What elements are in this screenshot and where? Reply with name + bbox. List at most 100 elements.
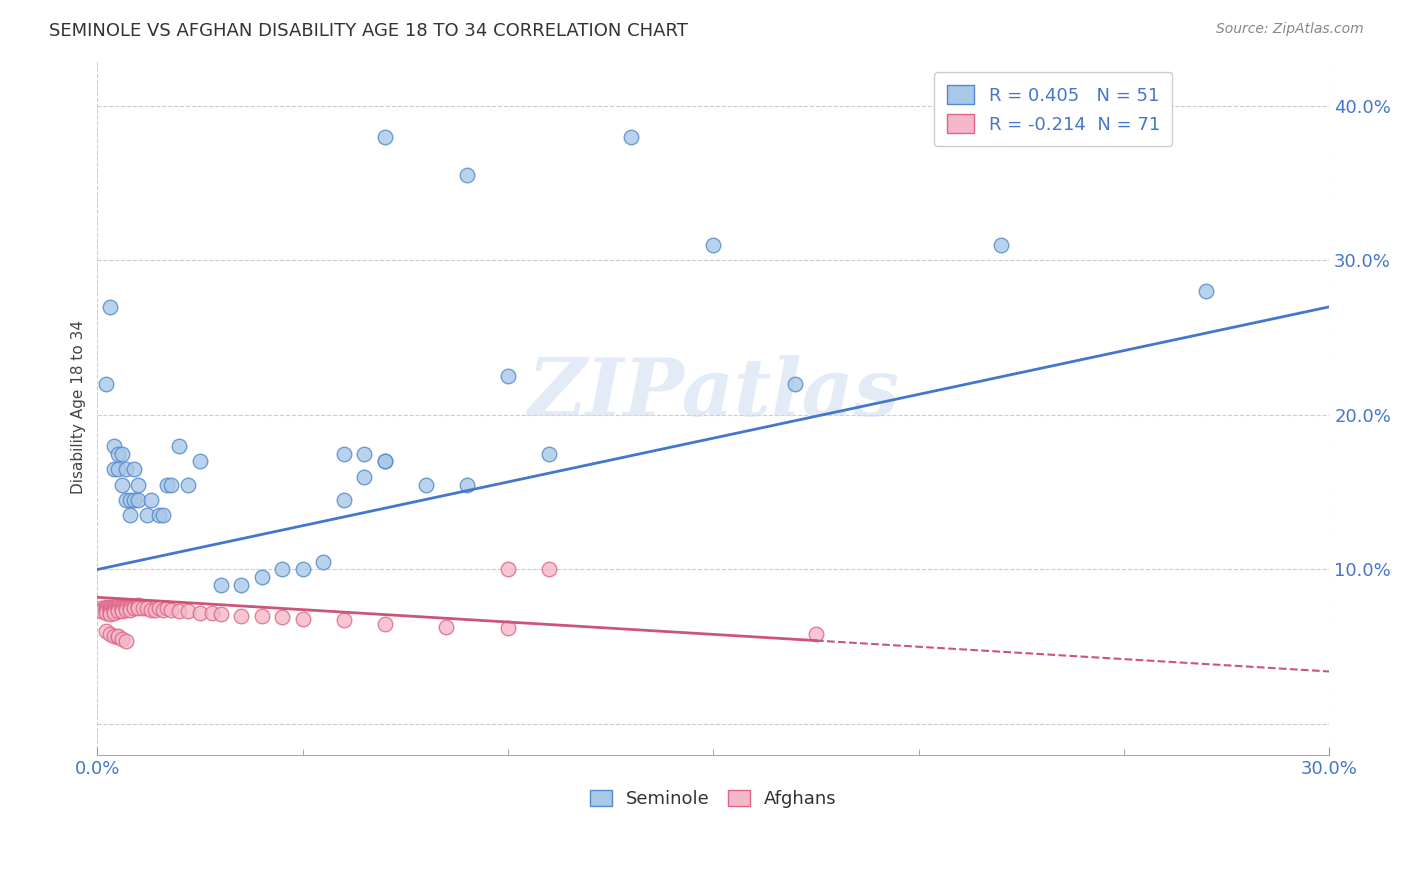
Point [374,454,396,468]
Point [456,477,478,491]
Point [107,601,129,615]
Point [127,599,149,614]
Point [135,601,157,615]
Point [156,601,179,615]
Point [209,578,232,592]
Point [94,624,117,639]
Point [785,377,807,392]
Point [353,470,375,484]
Point [538,447,561,461]
Point [131,601,153,615]
Point [107,447,129,461]
Point [103,604,125,618]
Point [169,604,191,618]
Point [107,629,129,643]
Point [201,606,224,620]
Point [538,562,561,576]
Point [98,604,121,618]
Point [111,602,134,616]
Point [124,601,146,615]
Point [312,555,335,569]
Point [90,601,112,615]
Point [169,439,191,453]
Point [120,492,142,507]
Point [434,620,457,634]
Point [250,608,273,623]
Point [291,562,314,576]
Point [135,508,157,523]
Point [103,606,125,620]
Point [127,477,149,491]
Point [496,621,519,635]
Point [103,601,125,615]
Point [271,562,294,576]
Point [90,602,112,616]
Point [176,604,198,618]
Point [124,599,146,614]
Point [496,562,519,576]
Point [103,599,125,614]
Point [115,602,138,616]
Point [124,462,146,476]
Point [353,447,375,461]
Point [332,614,354,628]
Point [90,604,112,618]
Point [374,454,396,468]
Point [139,492,162,507]
Point [111,599,134,614]
Point [115,492,138,507]
Point [111,604,134,618]
Point [332,492,354,507]
Point [94,602,117,616]
Point [120,601,142,615]
Text: SEMINOLE VS AFGHAN DISABILITY AGE 18 TO 34 CORRELATION CHART: SEMINOLE VS AFGHAN DISABILITY AGE 18 TO … [49,22,688,40]
Point [107,599,129,614]
Point [115,599,138,614]
Point [94,599,117,614]
Point [94,377,117,392]
Point [148,601,170,615]
Point [229,608,252,623]
Point [209,607,232,622]
Point [111,447,134,461]
Point [107,604,129,618]
Point [332,447,354,461]
Point [496,369,519,384]
Point [111,601,134,615]
Point [111,477,134,491]
Point [120,508,142,523]
Point [98,601,121,615]
Point [103,462,125,476]
Legend: Seminole, Afghans: Seminole, Afghans [582,782,844,815]
Point [94,601,117,615]
Point [415,477,437,491]
Point [250,570,273,584]
Point [107,598,129,612]
Point [143,602,166,616]
Point [111,632,134,646]
Point [120,599,142,614]
Point [152,602,174,616]
Text: ZIPatlas: ZIPatlas [527,355,900,432]
Point [229,578,252,592]
Point [107,602,129,616]
Point [98,627,121,641]
Point [456,169,478,183]
Point [124,492,146,507]
Point [702,238,724,252]
Point [115,633,138,648]
Point [152,508,174,523]
Point [620,129,643,144]
Point [107,462,129,476]
Point [139,602,162,616]
Point [127,492,149,507]
Point [374,129,396,144]
Point [120,602,142,616]
Point [160,477,183,491]
Point [98,300,121,314]
Point [98,606,121,620]
Point [103,629,125,643]
Point [103,602,125,616]
Point [94,606,117,620]
Point [291,612,314,626]
